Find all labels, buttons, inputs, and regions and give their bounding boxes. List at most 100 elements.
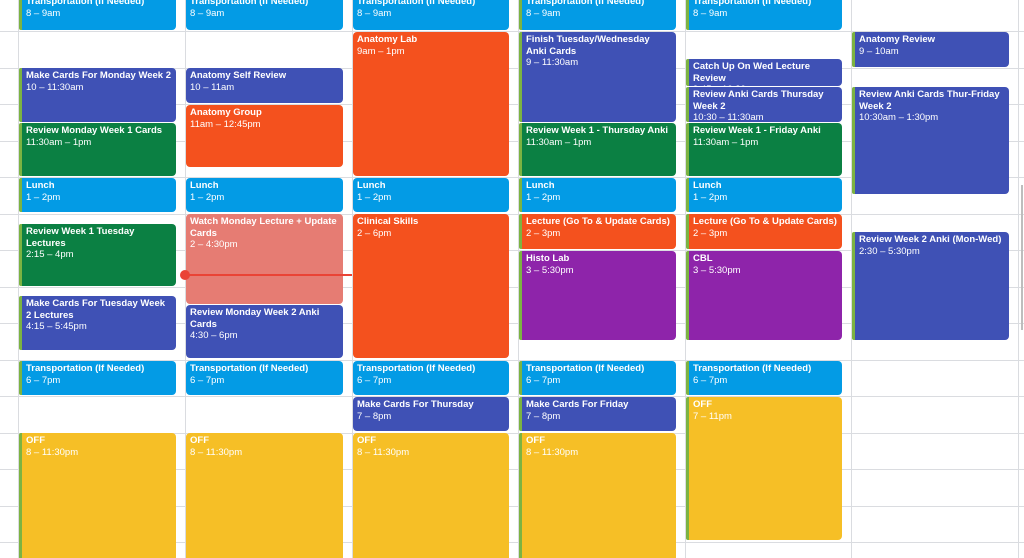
event-time: 10 – 11:30am: [26, 81, 84, 93]
event-time: 8 – 9am: [693, 7, 728, 19]
calendar-event[interactable]: Make Cards For Friday 7 – 8pm: [519, 397, 676, 431]
day-divider: [352, 0, 353, 558]
event-time: 6 – 7pm: [526, 374, 561, 386]
event-title: Review Monday Week 1 Cards: [26, 125, 163, 136]
calendar-event[interactable]: Transportation (If Needed) 8 – 9am: [686, 0, 842, 30]
calendar-event[interactable]: Review Monday Week 2 Anki Cards 4:30 – 6p…: [186, 305, 343, 358]
event-time: 1 – 2pm: [26, 191, 61, 203]
event-title: Lunch: [190, 180, 219, 191]
calendar-event[interactable]: Transportation (If Needed) 6 – 7pm: [519, 361, 676, 395]
day-divider: [518, 0, 519, 558]
calendar-event[interactable]: CBL 3 – 5:30pm: [686, 251, 842, 340]
day-divider: [18, 0, 19, 558]
day-divider: [851, 0, 852, 558]
calendar-event[interactable]: Transportation (If Needed) 8 – 9am: [353, 0, 509, 30]
event-time: 9am – 1pm: [357, 45, 405, 57]
calendar-event[interactable]: Make Cards For Tuesday Week 2 Lectures 4:…: [19, 296, 176, 350]
calendar-event[interactable]: OFF 8 – 11:30pm: [519, 433, 676, 558]
event-time: 1 – 2pm: [357, 191, 392, 203]
event-time: 3 – 5:30pm: [526, 264, 574, 276]
calendar-event[interactable]: Transportation (If Needed) 6 – 7pm: [19, 361, 176, 395]
event-title: OFF: [26, 435, 45, 446]
event-time: 1 – 2pm: [693, 191, 728, 203]
calendar-event[interactable]: Lunch 1 – 2pm: [19, 178, 176, 212]
calendar-event[interactable]: OFF 8 – 11:30pm: [19, 433, 176, 558]
calendar-event[interactable]: Make Cards For Thursday 7 – 8pm: [353, 397, 509, 431]
calendar-event[interactable]: Review Week 2 Anki (Mon-Wed) 2:30 – 5:30p…: [852, 232, 1009, 340]
event-title: Review Anki Cards Thur-Friday Week 2: [859, 89, 1000, 112]
calendar-event[interactable]: Anatomy Review 9 – 10am: [852, 32, 1009, 67]
event-title: Transportation (If Needed): [526, 363, 645, 374]
event-title: Lunch: [357, 180, 386, 191]
calendar-event[interactable]: OFF 8 – 11:30pm: [353, 433, 509, 558]
event-title: Make Cards For Thursday: [357, 399, 474, 410]
calendar-event[interactable]: Lunch 1 – 2pm: [186, 178, 343, 212]
calendar-event[interactable]: Lunch 1 – 2pm: [686, 178, 842, 212]
calendar-event[interactable]: Anatomy Self Review 10 – 11am: [186, 68, 343, 103]
calendar-event[interactable]: Review Monday Week 1 Cards 11:30am – 1pm: [19, 123, 176, 176]
hour-line: [0, 396, 1024, 397]
calendar-event[interactable]: Review Week 1 Tuesday Lectures 2:15 – 4pm: [19, 224, 176, 286]
event-time: 8 – 11:30pm: [357, 446, 410, 458]
calendar-event[interactable]: Histo Lab 3 – 5:30pm: [519, 251, 676, 340]
event-time: 6 – 7pm: [693, 374, 728, 386]
event-title: Transportation (If Needed): [26, 0, 145, 7]
event-time: 7 – 8pm: [357, 410, 392, 422]
event-time: 7 – 11pm: [693, 410, 732, 422]
calendar-event[interactable]: Lunch 1 – 2pm: [519, 178, 676, 212]
event-title: Review Week 1 Tuesday Lectures: [26, 226, 135, 249]
calendar-event[interactable]: Finish Tuesday/Wednesday Anki Cards 9 – 1…: [519, 32, 676, 122]
calendar-event[interactable]: Review Week 1 - Friday Anki 11:30am – 1pm: [686, 123, 842, 176]
calendar-event[interactable]: Transportation (If Needed) 6 – 7pm: [353, 361, 509, 395]
calendar-event[interactable]: Lecture (Go To & Update Cards) 2 – 3pm: [519, 214, 676, 249]
calendar-event[interactable]: Clinical Skills 2 – 6pm: [353, 214, 509, 358]
calendar-event[interactable]: OFF 8 – 11:30pm: [186, 433, 343, 558]
hour-line: [0, 505, 1024, 507]
calendar-event[interactable]: Make Cards For Monday Week 2 10 – 11:30am: [19, 68, 176, 122]
hour-line: [0, 140, 1024, 142]
calendar-event[interactable]: Review Week 1 - Thursday Anki 11:30am – 1…: [519, 123, 676, 176]
event-time: 10:30 – 11:30am: [693, 112, 764, 122]
calendar-event[interactable]: Watch Monday Lecture + Update Cards 2 – 4…: [186, 214, 343, 304]
hour-line: [0, 213, 1024, 215]
calendar-event[interactable]: Review Anki Cards Thur-Friday Week 2 10:3…: [852, 87, 1009, 194]
calendar-event[interactable]: Transportation (If Needed) 8 – 9am: [519, 0, 676, 30]
current-time-dot: [180, 270, 190, 280]
event-time: 2 – 4:30pm: [190, 239, 238, 250]
event-title: Anatomy Group: [190, 107, 262, 118]
event-title: Lecture (Go To & Update Cards): [526, 216, 670, 227]
event-title: Make Cards For Monday Week 2: [26, 70, 172, 81]
event-title: OFF: [190, 435, 209, 446]
calendar-event[interactable]: Review Anki Cards Thursday Week 2 10:30 –…: [686, 87, 842, 122]
calendar-event[interactable]: Transportation (If Needed) 6 – 7pm: [686, 361, 842, 395]
event-time: 8 – 9am: [26, 7, 61, 19]
event-title: OFF: [357, 435, 376, 446]
event-time: 4:30 – 6pm: [190, 330, 238, 341]
hour-line: [0, 359, 1024, 361]
event-time: 8 – 11:30pm: [190, 446, 243, 458]
event-title: Lunch: [526, 180, 555, 191]
event-title: Lunch: [26, 180, 55, 191]
event-title: Make Cards For Friday: [526, 399, 629, 410]
day-divider: [685, 0, 686, 558]
hour-line: [0, 250, 1024, 251]
event-title: CBL: [693, 253, 713, 264]
event-title: Watch Monday Lecture + Update Cards: [190, 216, 337, 239]
event-time: 11:30am – 1pm: [693, 136, 759, 148]
event-time: 1 – 2pm: [526, 191, 561, 203]
current-time-line: [185, 274, 352, 276]
calendar-event[interactable]: Anatomy Group 11am – 12:45pm: [186, 105, 343, 167]
calendar-event[interactable]: Transportation (If Needed) 6 – 7pm: [186, 361, 343, 395]
calendar-event[interactable]: Lecture (Go To & Update Cards) 2 – 3pm: [686, 214, 842, 249]
calendar-event[interactable]: Lunch 1 – 2pm: [353, 178, 509, 212]
calendar-event[interactable]: OFF 7 – 11pm: [686, 397, 842, 540]
event-time: 2 – 6pm: [357, 227, 392, 239]
event-title: Transportation (If Needed): [190, 0, 309, 7]
calendar-event[interactable]: Transportation (If Needed) 8 – 9am: [186, 0, 343, 30]
calendar-event[interactable]: Anatomy Lab 9am – 1pm: [353, 32, 509, 176]
calendar-event[interactable]: Transportation (If Needed) 8 – 9am: [19, 0, 176, 30]
scrollbar: [1021, 185, 1023, 330]
event-title: Transportation (If Needed): [26, 363, 145, 374]
event-time: 9 – 11:30am: [526, 57, 579, 68]
